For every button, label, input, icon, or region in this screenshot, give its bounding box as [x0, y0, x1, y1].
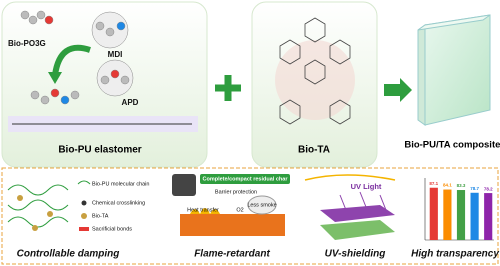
damping-illustration [7, 180, 91, 231]
tannic-acid-structure [275, 17, 355, 125]
flame-illustration [172, 174, 290, 236]
value-label: 78.7 [470, 186, 479, 191]
legend-item: Chemical crosslinking [92, 200, 145, 206]
caption: High transparency [411, 249, 499, 260]
monomer-label: APD [122, 98, 139, 107]
oxygen-label: O2 [236, 207, 243, 213]
molecules [8, 10, 198, 132]
legend-item: Bio-TA [92, 213, 109, 219]
elastomer-label: Bio-PU elastomer [58, 145, 141, 156]
value-label: 78.2 [484, 186, 493, 191]
legend-item: Bio-PU molecular chain [92, 181, 149, 187]
bar [443, 189, 452, 240]
value-label: 83.3 [457, 183, 466, 188]
value-label: 84.1 [443, 183, 452, 188]
uv-illustration [304, 174, 396, 240]
composite-label: Bio-PU/TA composites [404, 140, 500, 151]
monomer-label: MDI [108, 50, 123, 59]
bar [456, 190, 466, 240]
caption: Flame-retardant [194, 249, 270, 260]
bar [470, 192, 479, 240]
legend-item: Sacrificial bonds [92, 226, 132, 232]
caption: UV-shielding [325, 249, 386, 260]
composite-cube [417, 14, 491, 126]
monomer-label: Bio-PO3G [8, 39, 46, 48]
uv-label: UV Light [351, 182, 382, 191]
plus-sign [215, 75, 241, 101]
heat-label: Heat transfer [187, 207, 219, 213]
caption: Controllable damping [17, 249, 120, 260]
char-label: Complete/compact residual char [203, 176, 289, 182]
smoke-label: Less smoke [247, 202, 276, 208]
value-label: 87.1 [429, 181, 438, 186]
transparency-chart: 87.1 84.1 83.3 78.7 78.2 [424, 178, 494, 241]
bar [429, 187, 438, 240]
filler-label: Bio-TA [298, 145, 330, 156]
bar [484, 193, 493, 240]
arrow [384, 78, 412, 102]
barrier-label: Barrier protection [215, 189, 257, 195]
